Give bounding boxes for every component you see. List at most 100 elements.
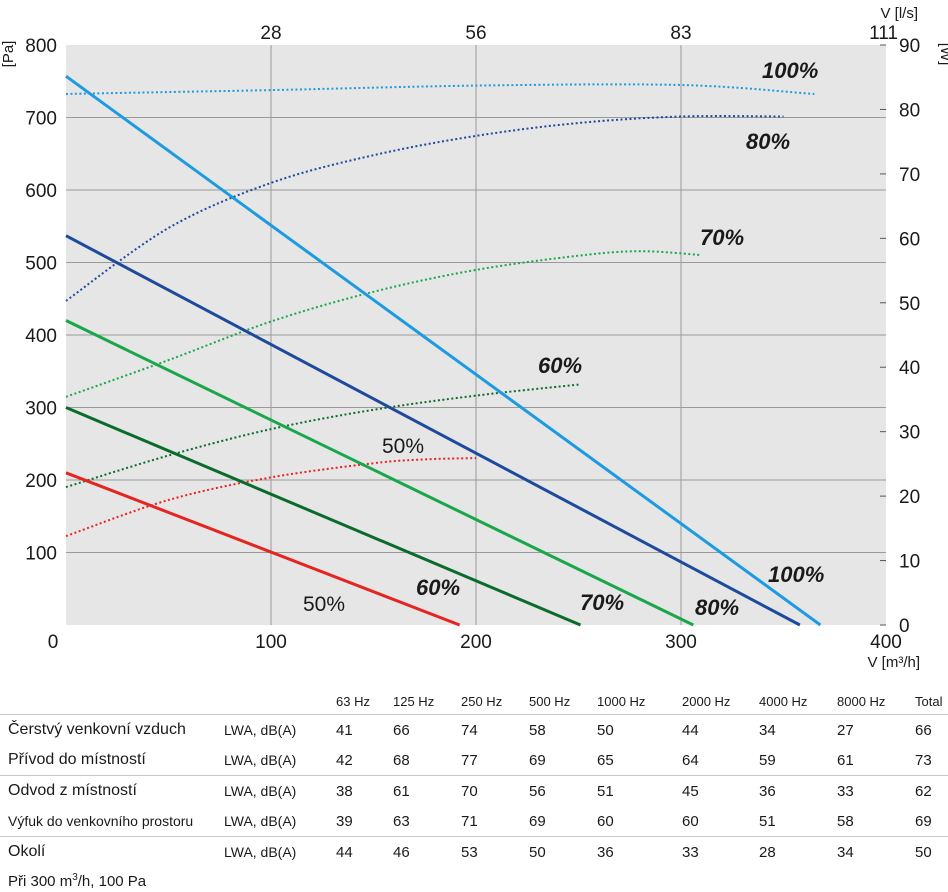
header-cell: Total [915,688,948,715]
cell: 44 [682,721,699,739]
cell: 69 [915,812,932,830]
footnote-prefix: Při 300 m [8,873,73,890]
y-left-tick-label: 100 [25,544,57,565]
cell: 38 [336,775,393,806]
cell: 63 [393,812,410,830]
cell: 50 [529,836,597,867]
x-tick-label: 0 [48,632,59,653]
table-row: Výfuk do venkovního prostoru LWA, dB(A) … [0,806,948,837]
x-tick-label: 400 [870,632,902,653]
header-cell: 125 Hz [393,688,461,715]
header-cell: 1000 Hz [597,688,682,715]
curve-label: 50% [303,593,345,616]
table-row: Odvod z místností LWA, dB(A) 38 61 70 56… [0,775,948,806]
pressure-curve-80 [65,234,801,627]
row-name: Výfuk do venkovního prostoru [8,813,194,829]
cell: 28 [759,836,837,867]
y-right-tick-label: 20 [899,487,920,508]
cell: 50 [915,836,948,867]
noise-table: 63 Hz 125 Hz 250 Hz 500 Hz 1000 Hz 2000 … [0,688,948,867]
cell: 51 [597,775,682,806]
curve-label: 70% [580,590,624,615]
cell: 34 [837,836,915,867]
curve-label: 60% [538,353,582,378]
header-cell: 2000 Hz [682,688,759,715]
y-left-tick-label: 400 [25,326,57,347]
y-right-tick-label: 10 [899,552,920,573]
cell: 74 [461,721,478,739]
top-tick-label: 28 [260,23,281,44]
cell: 50 [597,721,614,739]
cell: 61 [393,775,461,806]
cell: 61 [837,751,854,769]
pressure-curve-60 [65,406,582,627]
curve-label: 100% [768,562,824,587]
table-row: Přívod do místností LWA, dB(A) 42 68 77 … [0,745,948,776]
x-tick-label: 300 [665,632,697,653]
power-curve-60 [65,383,579,489]
cell: 60 [597,812,614,830]
power-curve-70 [65,250,702,398]
row-name: Přívod do místností [8,751,146,768]
cell: 44 [336,836,393,867]
curve-label: 100% [762,58,818,83]
y-right-tick-label: 60 [899,229,920,250]
cell: 58 [837,812,854,830]
header-cell: 4000 Hz [759,688,837,715]
header-cell: 63 Hz [336,688,393,715]
y-right-axis-label: [W] [937,43,948,66]
pressure-curve-100 [65,74,822,627]
cell: 45 [682,775,759,806]
pressure-curve-50 [65,471,461,627]
y-left-tick-label: 600 [25,181,57,202]
y-right-tick-label: 80 [899,100,920,121]
pressure-curve-70 [65,319,694,627]
cell: 58 [529,721,546,739]
cell: 51 [759,812,776,830]
curve-label: 70% [700,225,744,250]
noise-table-header: 63 Hz 125 Hz 250 Hz 500 Hz 1000 Hz 2000 … [0,688,948,715]
cell: 69 [529,812,546,830]
y-left-tick-label: 500 [25,254,57,275]
top-tick-label: 83 [670,23,691,44]
x-axis-label: V [m³/h] [867,654,920,671]
cell: 77 [461,751,478,769]
cell: 60 [682,812,699,830]
curve-annotations: 100% 80% 70% 60% 50% 100% 80% 70% 60% 50% [303,58,824,620]
cell: 36 [597,836,682,867]
cell: 42 [336,751,353,769]
cell: 71 [461,812,478,830]
cell: 33 [682,836,759,867]
power-curve-50 [65,457,477,538]
table-row: Okolí LWA, dB(A) 44 46 53 50 36 33 28 34… [0,836,948,867]
top-tick-label: 111 [869,23,898,44]
grid-lines [66,44,886,626]
row-measure: LWA, dB(A) [224,775,336,806]
y-right-tick-label: 50 [899,294,920,315]
cell: 33 [837,775,915,806]
cell: 41 [336,721,353,739]
row-measure: LWA, dB(A) [224,813,297,829]
power-curve-80 [65,115,784,302]
cell: 59 [759,751,776,769]
footnote-suffix: /h, 100 Pa [77,873,147,890]
y-right-tick-label: 90 [899,36,920,57]
power-curves [65,83,815,538]
y-right-tick-label: 40 [899,358,920,379]
y-right-tick-label: 0 [899,616,910,637]
curve-label: 80% [746,129,790,154]
pressure-curves [65,74,822,627]
y-right-tick-label: 70 [899,165,920,186]
row-name: Odvod z místností [0,775,224,806]
table-row: Čerstvý venkovní vzduch LWA, dB(A) 41 66… [0,715,948,746]
y-left-tick-label: 800 [25,36,57,57]
cell: 73 [915,751,932,769]
cell: 39 [336,812,353,830]
cell: 65 [597,751,614,769]
header-cell: 500 Hz [529,688,597,715]
row-measure: LWA, dB(A) [224,722,297,738]
y-right-tick-label: 30 [899,423,920,444]
cell: 56 [529,775,597,806]
